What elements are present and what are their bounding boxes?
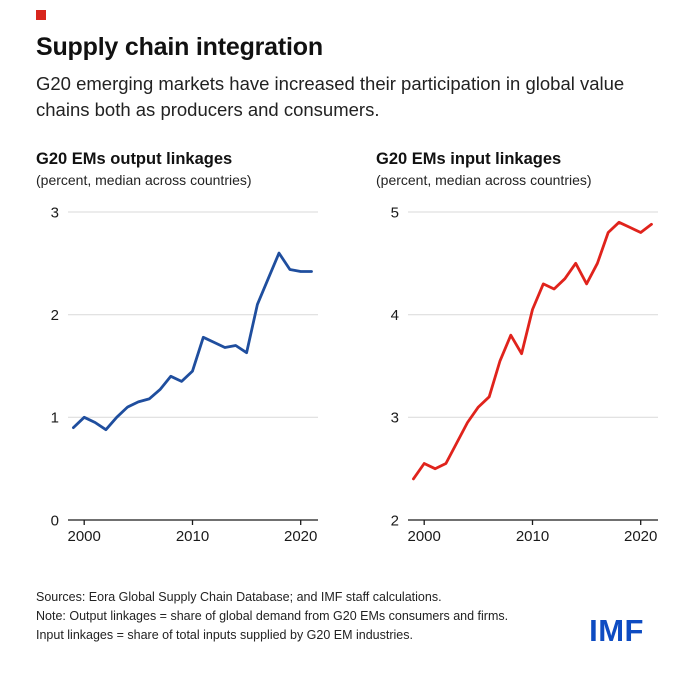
svg-text:3: 3 — [391, 409, 399, 426]
input-linkages-chart: 2 3 4 5 2000 2010 2020 — [391, 204, 658, 545]
svg-text:0: 0 — [51, 512, 59, 529]
svg-text:2010: 2010 — [176, 528, 209, 545]
svg-text:2: 2 — [51, 306, 59, 323]
svg-text:1: 1 — [51, 409, 59, 426]
charts-row: G20 EMs output linkages (percent, median… — [36, 150, 658, 550]
source-notes: Sources: Eora Global Supply Chain Databa… — [36, 588, 508, 646]
input-chart-subtitle: (percent, median across countries) — [376, 171, 592, 188]
svg-text:2020: 2020 — [624, 528, 657, 545]
svg-text:5: 5 — [391, 204, 399, 221]
svg-text:2: 2 — [391, 512, 399, 529]
note-line-1: Note: Output linkages = share of global … — [36, 608, 509, 623]
input-linkages-panel: G20 EMs input linkages (percent, median … — [376, 150, 670, 550]
svg-text:4: 4 — [391, 306, 399, 323]
page-subtitle: G20 emerging markets have increased thei… — [36, 73, 625, 121]
svg-text:3: 3 — [51, 204, 59, 221]
accent-square — [36, 10, 46, 20]
page-title: Supply chain integration — [36, 33, 323, 61]
svg-text:2020: 2020 — [284, 528, 317, 545]
output-chart-title: G20 EMs output linkages — [36, 149, 233, 168]
imf-logo: IMF — [589, 612, 644, 648]
svg-text:2010: 2010 — [516, 528, 549, 545]
output-linkages-panel: G20 EMs output linkages (percent, median… — [36, 150, 330, 550]
sources-line: Sources: Eora Global Supply Chain Databa… — [36, 589, 442, 604]
note-line-2: Input linkages = share of total inputs s… — [36, 628, 413, 643]
output-chart-subtitle: (percent, median across countries) — [36, 171, 252, 188]
input-chart-title: G20 EMs input linkages — [376, 149, 562, 168]
footer: Sources: Eora Global Supply Chain Databa… — [36, 588, 644, 646]
svg-text:2000: 2000 — [408, 528, 441, 545]
output-linkages-chart: 0 1 2 3 2000 2010 2020 — [51, 204, 318, 545]
svg-text:2000: 2000 — [68, 528, 101, 545]
